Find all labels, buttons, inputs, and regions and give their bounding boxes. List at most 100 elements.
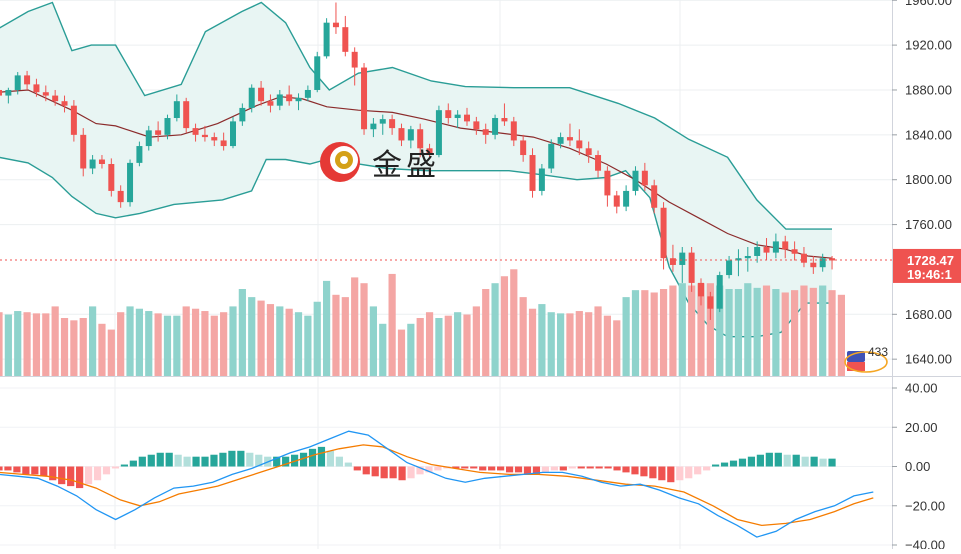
macd-histogram-bar	[497, 466, 505, 471]
candle-body	[239, 107, 246, 122]
volume-bar	[585, 312, 593, 376]
volume-bar	[725, 289, 733, 376]
volume-bar	[60, 318, 69, 376]
volume-bar	[622, 297, 630, 376]
counter-badge[interactable]: 433	[844, 345, 888, 373]
volume-bar	[145, 311, 153, 376]
volume-bar	[285, 308, 293, 376]
candle-body	[613, 195, 620, 207]
macd-histogram-bar	[174, 454, 182, 467]
volume-bar	[575, 311, 583, 376]
macd-histogram-bar	[389, 466, 397, 479]
candle-body	[136, 146, 143, 163]
candle-body	[454, 114, 461, 119]
candle-body	[492, 118, 499, 135]
candle-body	[0, 89, 2, 96]
volume-bar	[126, 306, 134, 376]
price-tag-countdown: 19:46:1	[907, 267, 952, 282]
macd-histogram-bar	[568, 466, 576, 469]
macd-histogram-bar	[550, 466, 558, 471]
candle-body	[361, 67, 368, 130]
macd-histogram-bar	[532, 466, 541, 475]
candle-body	[800, 253, 807, 263]
volume-bar	[557, 313, 565, 376]
macd-histogram-bar	[416, 466, 424, 475]
candle-body	[566, 137, 573, 141]
candle-body	[473, 121, 480, 130]
candle-body	[510, 121, 517, 141]
candle-body	[295, 97, 302, 102]
volume-bar	[42, 313, 50, 376]
volume-bar	[547, 312, 555, 376]
candle-body	[435, 110, 442, 156]
macd-histogram-bar	[22, 466, 30, 475]
candle-body	[576, 140, 583, 149]
volume-bar	[210, 315, 218, 376]
candle-body	[258, 87, 265, 102]
macd-histogram-bar	[228, 450, 236, 467]
price-axis-label: 1840.00	[905, 127, 952, 142]
macd-histogram-bar	[488, 466, 496, 471]
macd-histogram-bar	[604, 466, 612, 469]
macd-histogram-bar	[720, 462, 729, 467]
macd-axis-label: −20.00	[905, 498, 945, 513]
candle-body	[248, 87, 255, 108]
price-axis[interactable]: 1960.00 1920.00 1880.00 1840.00 1800.00 1760.…	[892, 0, 952, 553]
price-tag-box	[893, 248, 961, 283]
macd-histogram-bar	[255, 454, 263, 467]
volume-bar	[669, 285, 677, 376]
volume-bar	[697, 283, 705, 376]
price-tag-value: 1728.47	[907, 253, 954, 268]
volume-bar	[70, 320, 78, 376]
flag-icon-stripe	[847, 362, 865, 371]
macd-histogram-bar	[156, 452, 164, 467]
volume-bar	[107, 329, 115, 376]
macd-histogram-bar	[317, 446, 326, 467]
candle-body	[314, 56, 321, 90]
candle-body	[164, 118, 171, 135]
volume-bar	[173, 315, 181, 376]
volume-bar	[351, 277, 359, 376]
macd-histogram-bar	[138, 456, 146, 467]
volume-bar	[482, 289, 490, 376]
candle-body	[192, 128, 199, 135]
volume-bar	[238, 289, 246, 376]
macd-histogram-bar	[819, 458, 827, 467]
volume-bar	[837, 294, 845, 376]
volume-bar	[800, 285, 808, 376]
candle-body	[351, 51, 358, 68]
candle-body	[735, 258, 742, 261]
macd-histogram-bar	[747, 456, 756, 467]
volume-bar	[135, 308, 143, 376]
candle-body	[230, 121, 236, 147]
candle-body	[80, 134, 87, 169]
candle-body	[595, 155, 602, 171]
candle-body	[117, 190, 124, 203]
volume-bar	[472, 306, 480, 376]
candle-body	[529, 155, 536, 191]
volume-bar	[407, 323, 415, 376]
counter-label: 433	[868, 345, 888, 359]
volume-bar	[678, 283, 686, 376]
volume-bar	[117, 312, 125, 376]
candle-body	[651, 185, 658, 208]
volume-bar	[154, 313, 162, 376]
macd-histogram-bar	[129, 460, 137, 467]
volume-bar	[4, 314, 12, 376]
volume-bar	[276, 306, 284, 376]
volume-bar	[753, 287, 761, 376]
macd-histogram-bar	[765, 452, 773, 467]
candle-body	[791, 249, 798, 254]
macd-histogram-bar	[613, 466, 621, 471]
flag-icon	[847, 351, 865, 362]
price-axis-label: 1680.00	[905, 307, 952, 322]
candle-body	[679, 252, 686, 265]
candle-body	[707, 296, 714, 309]
candle-body	[108, 164, 115, 191]
volume-bar	[397, 329, 406, 376]
candle-body	[660, 207, 667, 259]
volume-bar	[491, 283, 499, 376]
candle-body	[98, 159, 105, 165]
